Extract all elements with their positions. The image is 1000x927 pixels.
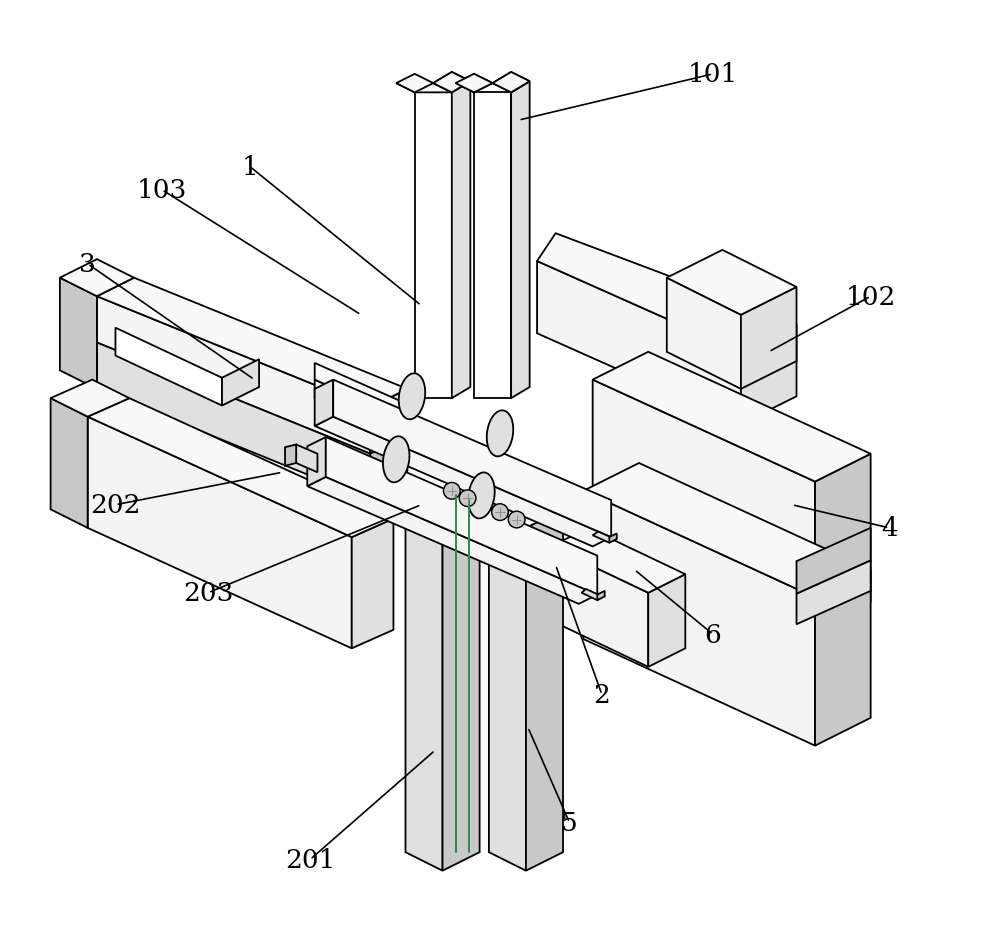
- Polygon shape: [222, 360, 259, 406]
- Polygon shape: [489, 491, 563, 528]
- Polygon shape: [583, 464, 871, 598]
- Text: 5: 5: [561, 810, 578, 835]
- Polygon shape: [648, 575, 685, 667]
- Polygon shape: [51, 399, 88, 528]
- Polygon shape: [60, 278, 97, 389]
- Ellipse shape: [383, 437, 409, 483]
- Polygon shape: [797, 561, 871, 625]
- Polygon shape: [741, 287, 797, 389]
- Polygon shape: [115, 328, 222, 406]
- Text: 2: 2: [593, 682, 610, 707]
- Polygon shape: [315, 417, 611, 547]
- Polygon shape: [537, 234, 797, 352]
- Polygon shape: [326, 438, 597, 595]
- Polygon shape: [97, 278, 407, 408]
- Polygon shape: [307, 477, 597, 604]
- Text: 201: 201: [285, 847, 335, 872]
- Polygon shape: [537, 261, 741, 425]
- Polygon shape: [593, 380, 815, 630]
- Polygon shape: [452, 83, 470, 399]
- Polygon shape: [97, 297, 370, 454]
- Polygon shape: [405, 510, 443, 870]
- Polygon shape: [88, 399, 393, 538]
- Text: 102: 102: [845, 285, 896, 310]
- Polygon shape: [489, 510, 526, 870]
- Polygon shape: [433, 73, 470, 94]
- Text: 1: 1: [241, 155, 258, 180]
- Ellipse shape: [399, 374, 425, 420]
- Polygon shape: [551, 547, 648, 667]
- Polygon shape: [493, 73, 530, 94]
- Polygon shape: [352, 519, 393, 649]
- Polygon shape: [667, 278, 741, 389]
- Polygon shape: [456, 75, 493, 94]
- Polygon shape: [433, 73, 470, 94]
- Polygon shape: [593, 532, 615, 543]
- Polygon shape: [667, 250, 797, 315]
- Polygon shape: [593, 352, 871, 482]
- Polygon shape: [493, 73, 530, 94]
- Polygon shape: [443, 510, 480, 870]
- Polygon shape: [315, 363, 415, 425]
- Polygon shape: [333, 380, 611, 538]
- Polygon shape: [60, 260, 134, 297]
- Polygon shape: [474, 94, 511, 399]
- Polygon shape: [370, 436, 407, 501]
- Polygon shape: [307, 438, 326, 487]
- Polygon shape: [511, 83, 530, 399]
- Polygon shape: [582, 590, 602, 601]
- Polygon shape: [583, 491, 815, 746]
- Text: 4: 4: [881, 515, 898, 540]
- Polygon shape: [285, 445, 296, 466]
- Circle shape: [492, 504, 508, 521]
- Text: 3: 3: [79, 252, 96, 277]
- Ellipse shape: [468, 473, 495, 519]
- Polygon shape: [815, 570, 871, 746]
- Polygon shape: [315, 380, 415, 443]
- Polygon shape: [396, 84, 452, 94]
- Polygon shape: [51, 380, 129, 417]
- Polygon shape: [597, 591, 605, 601]
- Polygon shape: [405, 491, 480, 528]
- Circle shape: [443, 483, 460, 500]
- Polygon shape: [315, 380, 333, 426]
- Polygon shape: [415, 94, 452, 399]
- Polygon shape: [551, 528, 685, 593]
- Polygon shape: [396, 75, 433, 94]
- Polygon shape: [88, 417, 352, 649]
- Polygon shape: [797, 528, 871, 594]
- Text: 103: 103: [137, 178, 187, 203]
- Polygon shape: [815, 454, 871, 630]
- Polygon shape: [370, 389, 407, 454]
- Polygon shape: [526, 510, 563, 870]
- Circle shape: [459, 490, 476, 507]
- Polygon shape: [609, 534, 617, 543]
- Text: 6: 6: [705, 622, 721, 647]
- Text: 203: 203: [183, 580, 233, 605]
- Polygon shape: [456, 75, 493, 94]
- Polygon shape: [97, 343, 370, 501]
- Polygon shape: [296, 445, 317, 473]
- Text: 101: 101: [688, 62, 738, 87]
- Circle shape: [508, 512, 525, 528]
- Polygon shape: [741, 324, 797, 425]
- Ellipse shape: [487, 411, 513, 457]
- Text: 202: 202: [90, 492, 141, 517]
